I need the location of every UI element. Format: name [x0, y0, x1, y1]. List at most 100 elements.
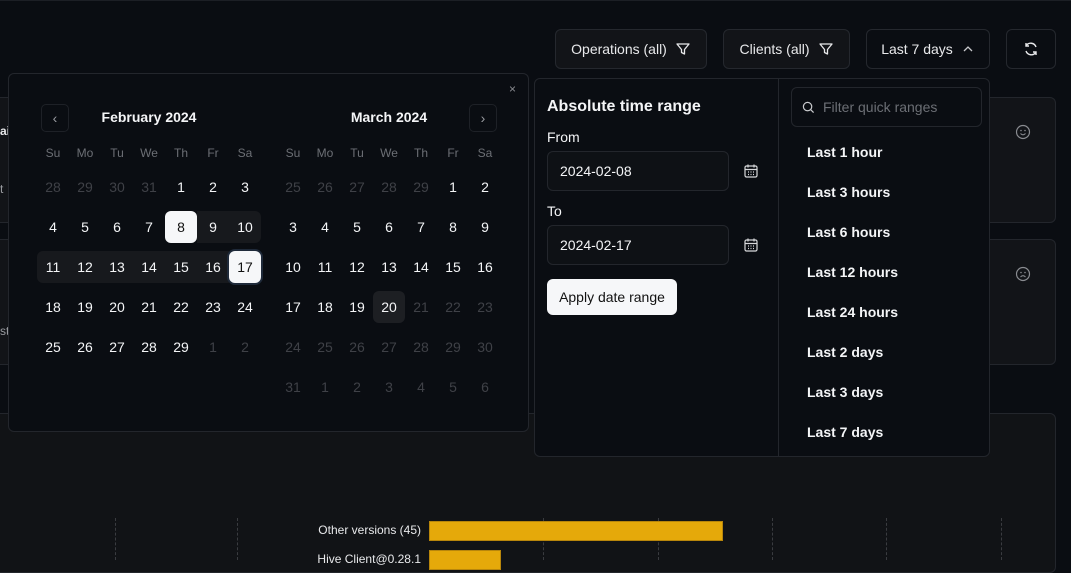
calendar-day[interactable]: 16: [197, 251, 229, 283]
calendar-day[interactable]: 26: [77, 339, 93, 355]
calendar-day: 1: [321, 379, 329, 395]
quick-range-search-input[interactable]: Filter quick ranges: [791, 87, 982, 127]
grid-line: [886, 518, 887, 560]
time-range-popover: Absolute time range From 2024-02-08 To 2…: [534, 78, 990, 457]
calendar-day[interactable]: 5: [353, 219, 361, 235]
calendar-day[interactable]: 12: [349, 259, 365, 275]
calendar-day[interactable]: 18: [317, 299, 333, 315]
calendar-day[interactable]: 11: [37, 251, 69, 283]
calendar-day[interactable]: 22: [173, 299, 189, 315]
quick-range-item[interactable]: Last 7 days: [807, 424, 884, 440]
calendar-day[interactable]: 2: [481, 179, 489, 195]
quick-range-item[interactable]: Last 3 hours: [807, 184, 891, 200]
calendar-icon[interactable]: [743, 163, 759, 179]
calendar-day[interactable]: 28: [141, 339, 157, 355]
calendar-day[interactable]: 11: [317, 259, 333, 275]
refresh-button[interactable]: [1006, 29, 1056, 69]
close-icon[interactable]: ×: [508, 82, 516, 96]
from-date-input[interactable]: 2024-02-08: [547, 151, 729, 191]
calendar-day[interactable]: 15: [445, 259, 461, 275]
calendar-day[interactable]: 14: [413, 259, 429, 275]
calendar-day[interactable]: 19: [349, 299, 365, 315]
calendar-day[interactable]: 24: [237, 299, 253, 315]
calendar-day[interactable]: 13: [101, 251, 133, 283]
calendar-day: 31: [285, 379, 301, 395]
calendar-icon[interactable]: [743, 237, 759, 253]
weekday-label: Sa: [237, 146, 253, 160]
calendar-day: 29: [77, 179, 93, 195]
weekday-label: Su: [285, 146, 301, 160]
date-range-label: Last 7 days: [881, 41, 953, 57]
calendar-day[interactable]: 4: [321, 219, 329, 235]
calendar-day[interactable]: 20: [373, 291, 405, 323]
calendar-day: 2: [241, 339, 249, 355]
calendar-day[interactable]: 8: [165, 211, 197, 243]
calendar-day[interactable]: 9: [197, 211, 229, 243]
calendar-day[interactable]: 19: [77, 299, 93, 315]
calendar-day[interactable]: 21: [141, 299, 157, 315]
apply-date-range-button[interactable]: Apply date range: [547, 279, 677, 315]
date-range-button[interactable]: Last 7 days: [866, 29, 990, 69]
calendar-day[interactable]: 7: [145, 219, 153, 235]
quick-range-item[interactable]: Last 1 hour: [807, 144, 883, 160]
to-date-input[interactable]: 2024-02-17: [547, 225, 729, 265]
calendar-day[interactable]: 10: [229, 211, 261, 243]
calendar-day[interactable]: 14: [133, 251, 165, 283]
calendar-day[interactable]: 3: [241, 179, 249, 195]
next-month-button[interactable]: ›: [469, 104, 497, 132]
calendar-day[interactable]: 6: [113, 219, 121, 235]
smile-icon: [1015, 124, 1031, 140]
quick-range-item[interactable]: Last 6 hours: [807, 224, 891, 240]
weekday-label: We: [140, 146, 158, 160]
clients-filter-label: Clients (all): [739, 41, 810, 57]
calendar-day[interactable]: 20: [109, 299, 125, 315]
calendar-day[interactable]: 10: [285, 259, 301, 275]
calendar-day[interactable]: 12: [69, 251, 101, 283]
calendar-day[interactable]: 1: [449, 179, 457, 195]
calendar-day: 28: [381, 179, 397, 195]
calendar-day[interactable]: 18: [45, 299, 61, 315]
quick-range-item[interactable]: Last 3 days: [807, 384, 884, 400]
calendar-day[interactable]: 3: [289, 219, 297, 235]
clients-filter-button[interactable]: Clients (all): [723, 29, 850, 69]
grid-line: [1001, 518, 1002, 560]
calendar-day[interactable]: 17: [229, 251, 261, 283]
calendar-day[interactable]: 25: [45, 339, 61, 355]
calendar-day[interactable]: 5: [81, 219, 89, 235]
calendar-day[interactable]: 16: [477, 259, 493, 275]
calendar-day: 28: [413, 339, 429, 355]
calendar-day[interactable]: 8: [449, 219, 457, 235]
calendar-popover: ‹ › × February 2024 Su Mo Tu We Th Fr Sa 28 29 30 3…: [8, 73, 529, 432]
weekday-label: Sa: [477, 146, 493, 160]
calendar-day[interactable]: 23: [205, 299, 221, 315]
calendar-day[interactable]: 27: [109, 339, 125, 355]
quick-range-item[interactable]: Last 2 days: [807, 344, 884, 360]
calendar-day[interactable]: 13: [381, 259, 397, 275]
calendar-day: 5: [449, 379, 457, 395]
calendar-day[interactable]: 9: [481, 219, 489, 235]
calendar-day: 29: [413, 179, 429, 195]
calendar-day: 21: [413, 299, 429, 315]
calendar-day: 31: [141, 179, 157, 195]
bar[interactable]: [429, 550, 501, 570]
to-label: To: [547, 203, 562, 219]
calendar-day: 22: [445, 299, 461, 315]
bar[interactable]: [429, 521, 723, 541]
card-text-fragment: ai: [0, 124, 11, 138]
calendar-day[interactable]: 1: [177, 179, 185, 195]
operations-filter-label: Operations (all): [571, 41, 667, 57]
calendar-day[interactable]: 7: [417, 219, 425, 235]
calendar-day[interactable]: 15: [165, 251, 197, 283]
operations-filter-button[interactable]: Operations (all): [555, 29, 707, 69]
filter-icon: [818, 43, 833, 55]
calendar-day[interactable]: 4: [49, 219, 57, 235]
month-title: March 2024: [350, 109, 428, 125]
quick-range-item[interactable]: Last 24 hours: [807, 304, 899, 320]
calendar-day[interactable]: 6: [385, 219, 393, 235]
calendar-day[interactable]: 17: [285, 299, 301, 315]
quick-range-item[interactable]: Last 12 hours: [807, 264, 899, 280]
previous-month-button[interactable]: ‹: [41, 104, 69, 132]
calendar-day[interactable]: 2: [209, 179, 217, 195]
calendar-day: 26: [317, 179, 333, 195]
calendar-day[interactable]: 29: [173, 339, 189, 355]
